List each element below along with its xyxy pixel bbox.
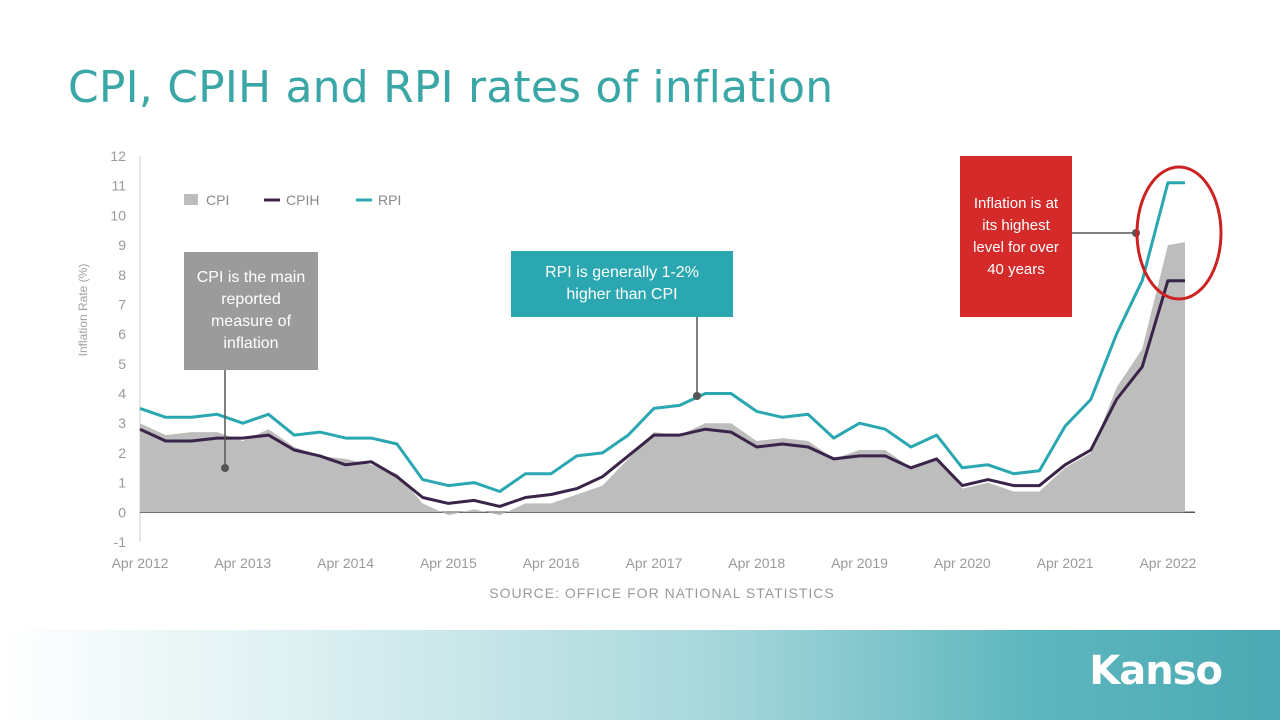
source-note: SOURCE: OFFICE FOR NATIONAL STATISTICS — [489, 585, 835, 601]
x-tick-label: Apr 2022 — [1139, 555, 1196, 571]
cpi-callout-dot — [221, 464, 229, 472]
y-tick-label: 6 — [118, 326, 126, 342]
legend-label: CPIH — [286, 192, 319, 208]
x-tick-label: Apr 2021 — [1037, 555, 1094, 571]
legend-label: RPI — [378, 192, 401, 208]
brand-logo: Kanso — [1089, 648, 1223, 694]
x-tick-label: Apr 2012 — [112, 555, 169, 571]
legend-label: CPI — [206, 192, 229, 208]
y-tick-label: 0 — [118, 504, 126, 520]
x-tick-label: Apr 2016 — [523, 555, 580, 571]
highlight-ring — [1135, 165, 1223, 301]
x-tick-label: Apr 2017 — [626, 555, 683, 571]
y-tick-label: 9 — [118, 237, 126, 253]
x-tick-label: Apr 2020 — [934, 555, 991, 571]
chart-annotations — [221, 165, 1223, 472]
cpi-callout: CPI is the main reported measure of infl… — [184, 252, 318, 370]
y-tick-label: 8 — [118, 267, 126, 283]
y-tick-label: 3 — [118, 415, 126, 431]
rpi-callout: RPI is generally 1-2% higher than CPI — [511, 251, 733, 317]
footer-band — [0, 630, 1280, 720]
y-tick-label: 11 — [111, 178, 126, 194]
y-tick-label: 7 — [118, 296, 126, 312]
x-tick-label: Apr 2013 — [214, 555, 271, 571]
rpi-callout-dot — [693, 392, 701, 400]
slide-title: CPI, CPIH and RPI rates of inflation — [68, 62, 834, 113]
y-tick-label: 10 — [110, 207, 126, 223]
x-tick-label: Apr 2019 — [831, 555, 888, 571]
y-tick-label: -1 — [114, 534, 127, 550]
y-tick-label: 5 — [118, 356, 126, 372]
series-cpih-line — [139, 279, 1185, 508]
chart-plot-area — [139, 181, 1185, 516]
x-tick-label: Apr 2018 — [728, 555, 785, 571]
series-cpi-area — [140, 242, 1185, 516]
y-axis-label: Inflation Rate (%) — [76, 264, 90, 357]
x-tick-label: Apr 2014 — [317, 555, 374, 571]
y-tick-label: 12 — [110, 148, 126, 164]
y-tick-label: 2 — [118, 445, 126, 461]
y-tick-label: 4 — [118, 386, 126, 402]
chart-legend: CPI CPIH RPI — [184, 192, 401, 208]
y-tick-label: 1 — [118, 475, 126, 491]
series-rpi-line — [139, 181, 1185, 493]
legend-swatch — [184, 194, 198, 205]
inflation-callout: Inflation is at its highest level for ov… — [960, 156, 1072, 317]
x-tick-label: Apr 2015 — [420, 555, 477, 571]
